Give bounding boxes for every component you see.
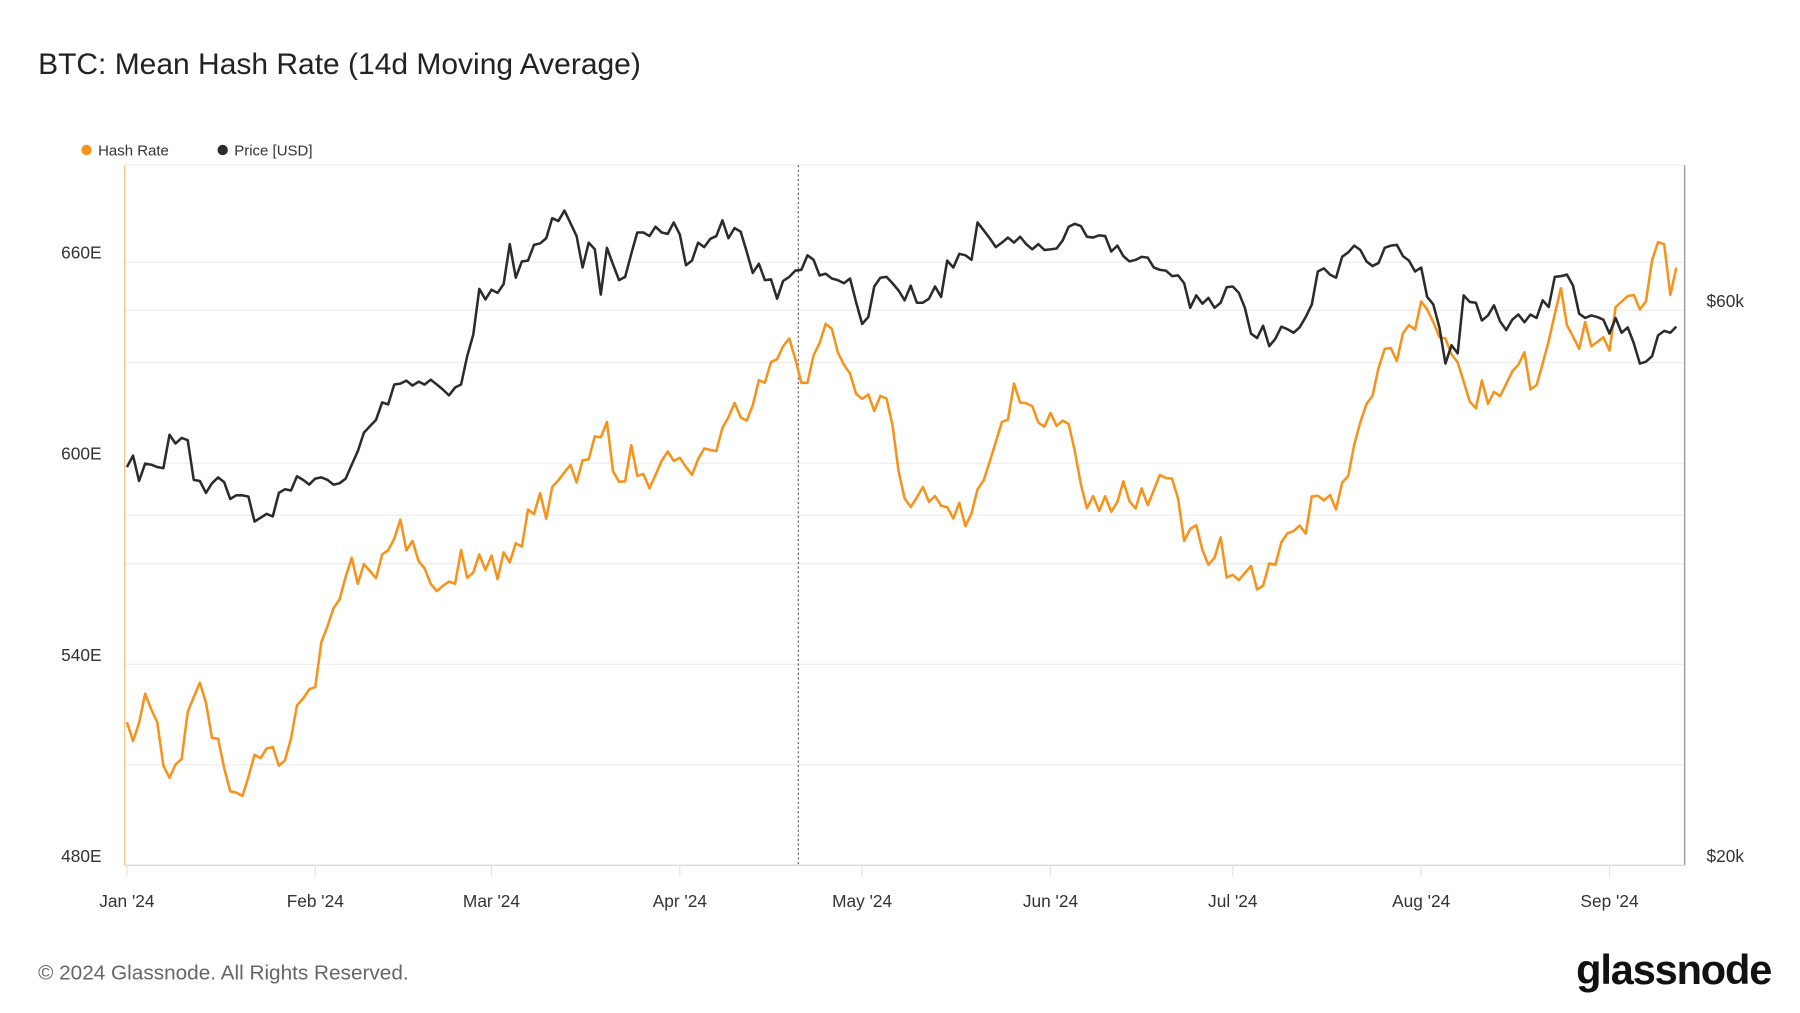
legend-label-hash-rate: Hash Rate <box>98 143 169 160</box>
gridlines <box>124 261 1685 766</box>
x-tick-label: Feb '24 <box>287 891 345 911</box>
x-tick-label: Jul '24 <box>1208 891 1258 911</box>
y-tick-label-left: 660E <box>61 243 101 263</box>
copyright-text: © 2024 Glassnode. All Rights Reserved. <box>38 962 409 985</box>
x-tick-label: Jan '24 <box>99 891 155 911</box>
legend-item-price[interactable]: Price [USD] <box>217 143 313 160</box>
y-tick-label-left: 480E <box>61 846 101 866</box>
x-tick-label: Jun '24 <box>1023 891 1079 911</box>
legend-dot-price <box>217 144 228 156</box>
x-tick-label: Sep '24 <box>1580 891 1639 911</box>
x-tick-label: May '24 <box>832 891 892 911</box>
y-tick-label-left: 540E <box>61 645 101 665</box>
legend-item-hash-rate[interactable]: Hash Rate <box>81 143 169 160</box>
x-tick-label: Aug '24 <box>1392 891 1451 911</box>
x-tick-label: Mar '24 <box>463 891 521 911</box>
axes: 480E 540E 600E 660E $20k $60k Jan '24 Feb '24 Ma… <box>61 164 1745 911</box>
legend: Hash Rate Price [USD] <box>81 143 312 160</box>
price-line <box>125 209 1678 523</box>
x-tick-label: Apr '24 <box>653 891 708 911</box>
chart-title: BTC: Mean Hash Rate (14d Moving Average) <box>38 48 641 81</box>
legend-dot-hash-rate <box>81 144 92 156</box>
y-tick-label-right: $20k <box>1707 846 1745 866</box>
y-tick-label-right: $60k <box>1707 291 1745 311</box>
y-tick-label-left: 600E <box>61 444 101 464</box>
hash-rate-line <box>125 240 1678 798</box>
series-layer <box>125 164 1678 866</box>
glassnode-logo: glassnode <box>1576 946 1771 993</box>
legend-label-price: Price [USD] <box>234 143 312 160</box>
